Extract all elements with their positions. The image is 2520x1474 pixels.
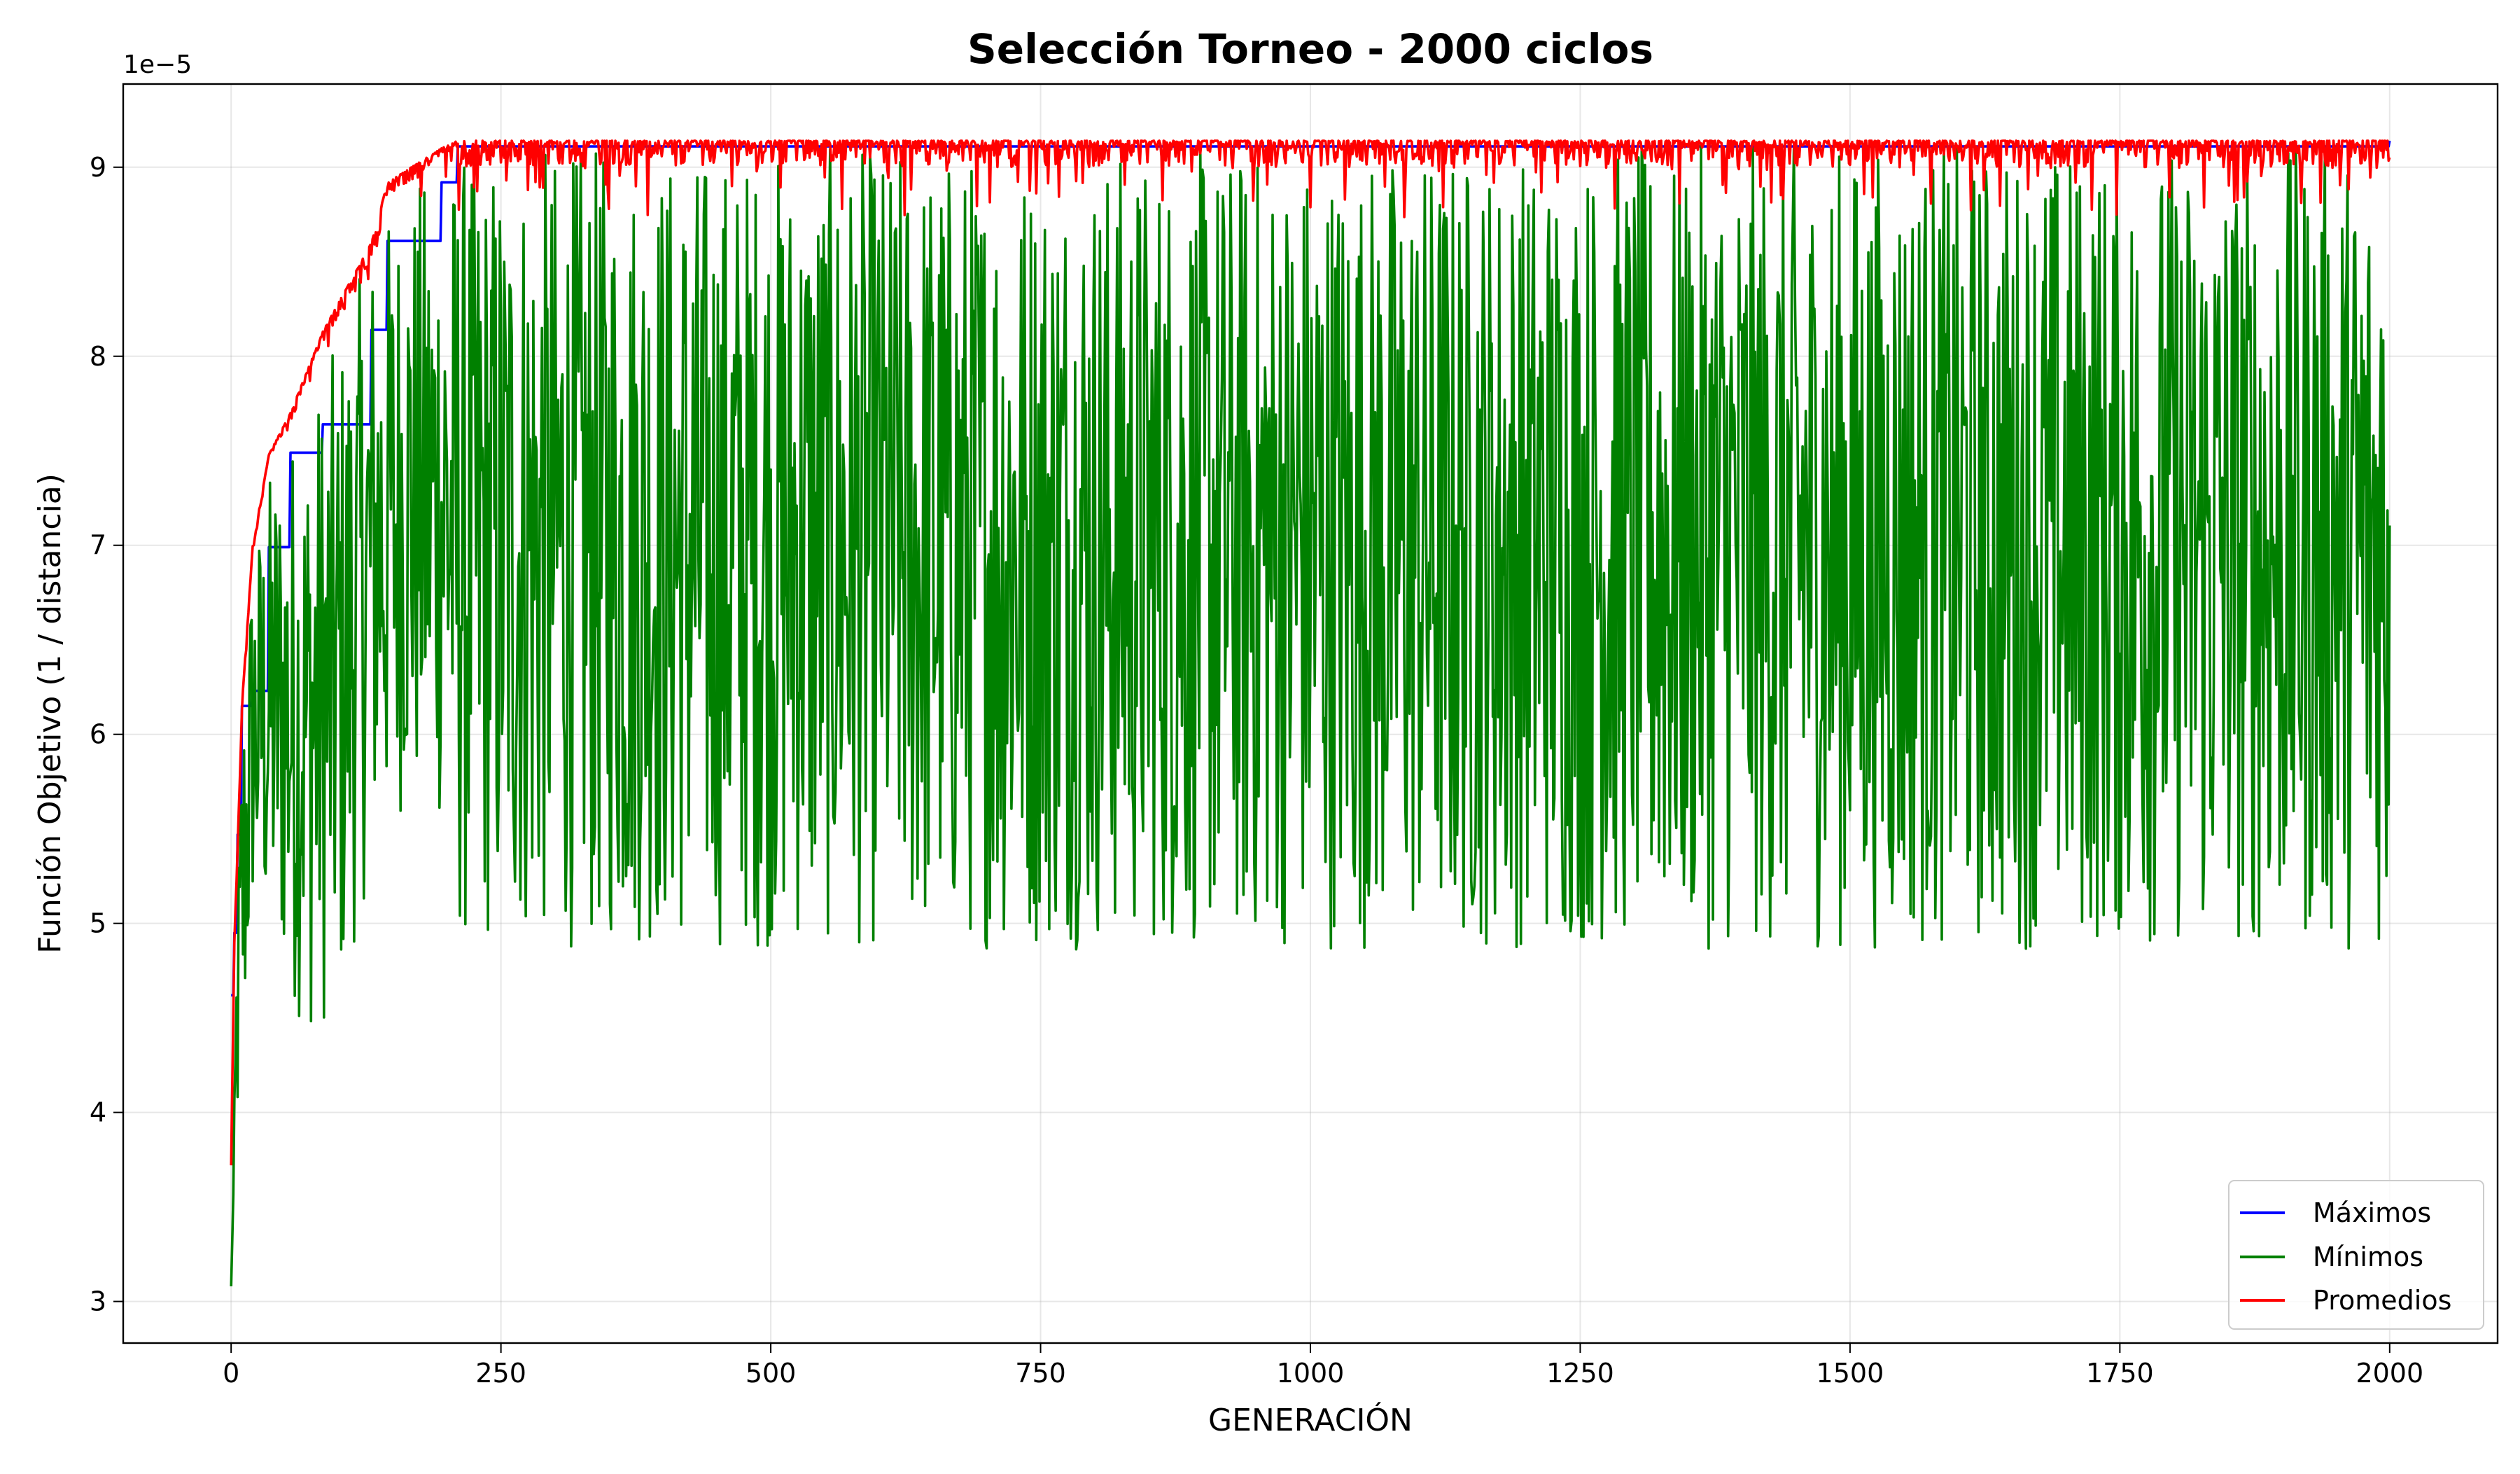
chart-title: Selección Torneo - 2000 ciclos [967,25,1653,73]
series-line-minimos [230,144,2391,1287]
x-tick-label: 1500 [1816,1358,1884,1389]
series-layer [230,139,2391,1287]
y-tick-label: 5 [90,908,106,939]
legend: Máximos Mínimos Promedios [2228,1180,2484,1330]
y-tick-label: 6 [90,719,106,750]
legend-frame [2228,1180,2484,1330]
y-tick-label: 3 [90,1286,106,1317]
tick-layer: 0 250 500 750 1000 1250 1500 1750 2000 3 4 5 6 7 8 9 [90,152,2423,1389]
x-axis-label: GENERACIÓN [1208,1401,1413,1438]
x-tick-label: 1000 [1277,1358,1345,1389]
y-axis-label: Función Objetivo (1 / distancia) [32,473,68,954]
legend-label-maximos: Máximos [2313,1197,2431,1228]
y-tick-label: 7 [90,530,106,561]
x-tick-label: 1250 [1546,1358,1614,1389]
series-line-promedios [230,139,2391,1166]
y-tick-label: 9 [90,152,106,183]
y-tick-label: 4 [90,1097,106,1128]
y-tick-label: 8 [90,341,106,372]
x-tick-label: 1750 [2086,1358,2154,1389]
y-offset-text: 1e−5 [123,50,192,79]
legend-label-minimos: Mínimos [2313,1242,2423,1272]
x-tick-label: 2000 [2356,1358,2423,1389]
x-tick-label: 250 [475,1358,526,1389]
x-tick-label: 750 [1015,1358,1066,1389]
x-tick-label: 0 [223,1358,239,1389]
x-tick-label: 500 [746,1358,797,1389]
legend-label-promedios: Promedios [2313,1285,2451,1316]
